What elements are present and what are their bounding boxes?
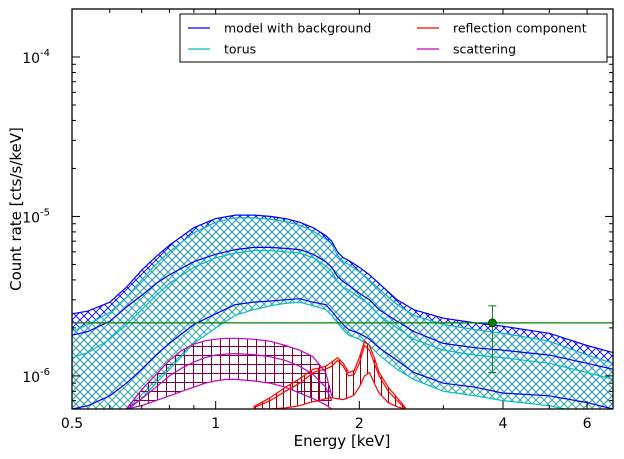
band-reflection: [253, 341, 406, 409]
line-model_bkg-mid: [72, 246, 613, 370]
legend-label-3: scattering: [453, 42, 516, 57]
line-reflection-hi: [253, 340, 407, 409]
legend-box: [179, 13, 608, 63]
x-tick-label-3: 4: [499, 416, 508, 432]
line-torus-hi: [72, 217, 613, 364]
line-scattering-mid: [126, 352, 333, 409]
data-overlay: [72, 305, 613, 374]
y-axis-title: Count rate [cts/s/keV]: [7, 127, 25, 291]
model-curves: [72, 214, 613, 409]
band-torus: [72, 217, 613, 409]
y-tick-label-0: 10-6: [22, 367, 50, 386]
line-model_bkg-hi: [72, 214, 613, 354]
line-model_bkg-lo: [72, 298, 613, 409]
line-torus-lo: [128, 301, 569, 409]
band-scattering: [126, 338, 332, 409]
x-axis-title: Energy [keV]: [294, 432, 391, 450]
legend: model with background reflection componen…: [179, 13, 608, 63]
legend-label-0: model with background: [224, 21, 371, 36]
data-point-0: [487, 318, 497, 328]
line-scattering-hi: [125, 337, 333, 409]
x-tick-label-2: 2: [355, 416, 364, 432]
line-torus-mid: [72, 250, 613, 380]
x-tick-label-4: 6: [583, 416, 592, 432]
line-scattering-lo: [126, 378, 333, 409]
x-tick-label-1: 1: [211, 416, 220, 432]
y-tick-label-1: 10-5: [22, 207, 50, 226]
y-tick-label-2: 10-4: [22, 48, 50, 67]
legend-label-2: torus: [224, 42, 256, 57]
x-tick-label-0: 0.5: [61, 416, 83, 432]
axis-tick-labels: 0.5 1 2 4 6 10-6 10-5 10-4: [22, 48, 591, 432]
plot-frame: [71, 8, 614, 410]
line-reflection-mid: [253, 344, 407, 409]
legend-label-1: reflection component: [453, 21, 587, 36]
line-reflection-lo: [253, 371, 406, 409]
uncertainty-bands: [72, 215, 613, 409]
